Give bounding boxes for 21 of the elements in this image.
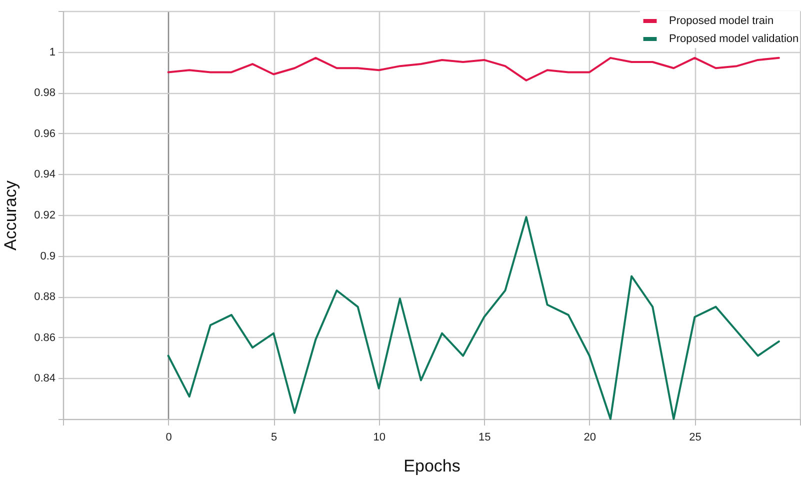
line-series [167, 216, 780, 420]
x-tick-label: 10 [373, 432, 386, 444]
x-tick-label: 15 [478, 432, 491, 444]
x-tick-label: 25 [689, 432, 702, 444]
y-tick-label: 0.9 [40, 250, 56, 262]
line-series [167, 56, 780, 82]
y-tick-label: 0.86 [34, 332, 56, 344]
legend-label: Proposed model validation [669, 33, 799, 45]
y-tick-label: 0.96 [34, 128, 56, 140]
x-tick-label: 5 [271, 432, 278, 444]
x-tick-label: 20 [584, 432, 596, 444]
y-tick-label: 0.92 [34, 210, 56, 222]
y-axis-title: Accuracy [1, 180, 20, 250]
y-tick-label: 0.98 [34, 87, 56, 100]
y-tick-label: 0.84 [34, 372, 56, 385]
x-axis-title: Epochs [404, 456, 460, 476]
legend-label: Proposed model train [669, 15, 774, 27]
y-tick-label: 1 [49, 46, 56, 58]
x-tick-label: 0 [166, 432, 172, 444]
y-tick-label: 0.88 [34, 291, 56, 304]
y-tick-label: 0.94 [34, 168, 56, 181]
